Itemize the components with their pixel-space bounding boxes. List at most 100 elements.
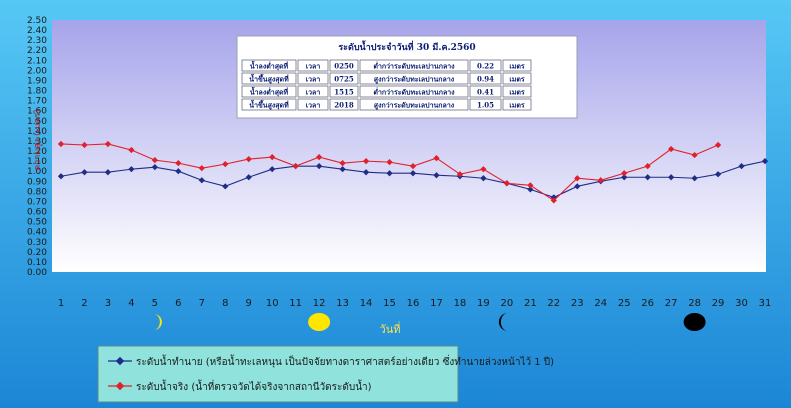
tide-table-cell: เวลา [306,75,321,84]
y-tick-label: 2.30 [27,36,47,46]
series-point-1 [151,157,158,164]
tide-table-cell-box [241,98,297,111]
x-tick-label: 5 [152,298,158,309]
tide-table-cell: เวลา [306,62,321,71]
tide-table-cell: 0725 [334,75,354,84]
x-tick-label: 4 [128,298,134,309]
tide-table-cell-box [297,59,329,72]
y-tick-label: 1.70 [27,97,47,107]
y-tick-label: 1.90 [27,76,47,86]
x-tick-label: 27 [665,298,678,309]
legend: ระดับน้ำทำนาย (หรือน้ำทะเลหนุน เป็นปัจจั… [97,345,554,403]
tide-table-cell-box [502,98,532,111]
series-point-1 [57,140,65,148]
x-tick-label: 26 [641,298,654,309]
x-tick-label: 9 [246,298,252,309]
series-point-0 [104,169,112,176]
tide-table-rows: น้ำลงต่ำสุดที่ เวลา 0250 ต่ำกว่าระดับทะเลปา… [241,59,532,111]
series-point-1 [198,165,205,172]
tide-table-cell-box [297,98,329,111]
x-tick-label: 24 [594,298,607,309]
x-tick-label: 21 [524,298,537,309]
series-point-1 [480,166,487,173]
tide-table-cell: สูงกว่าระดับทะเลปานกลาง [374,75,455,85]
tide-table-cell: ต่ำกว่าระดับทะเลปานกลาง [373,61,455,71]
y-tick-label: 1.20 [27,147,47,157]
tide-table-cell-box [469,98,502,111]
x-tick-label: 17 [430,298,443,309]
tide-table-cell-box [502,72,532,85]
tide-table-cell-box [469,72,502,85]
tide-table-cell: 0.41 [477,88,494,97]
tide-table: ระดับน้ำประจำวันที่ 30 มี.ค.2560 น้ำลงต่… [236,35,578,119]
y-axis-label: ความสูง (เมตร) [33,109,43,171]
y-tick-label: 0.20 [27,248,47,258]
tide-table-cell: 1515 [334,88,354,97]
tide-table-cell: 0.94 [477,75,494,84]
waxing-crescent-moon-icon [153,314,162,330]
tide-table-cell: น้ำขึ้นสูงสุดที่ [249,73,289,85]
y-tick-label: 2.40 [27,26,47,36]
tide-table-cell-box [329,72,359,85]
series-point-0 [269,166,276,173]
tide-table-cell: เวลา [306,88,321,97]
series-point-1 [245,155,252,163]
x-tick-label: 28 [688,298,701,309]
tide-table-cell: น้ำขึ้นสูงสุดที่ [249,99,289,111]
x-tick-label: 20 [500,298,513,309]
x-tick-label: 6 [175,298,181,309]
series-point-1 [386,159,393,166]
y-tick-label: 2.20 [27,46,47,56]
x-tick-label: 2 [81,298,87,309]
y-tick-label: 1.10 [27,157,47,167]
tide-table-cell-box [359,72,469,85]
y-tick-label: 1.00 [27,167,47,177]
series-point-1 [222,161,229,168]
tide-table-cell: ต่ำกว่าระดับทะเลปานกลาง [373,87,455,97]
series-layer [57,140,769,204]
moon-phases [153,313,706,331]
y-tick-label: 0.10 [27,258,47,268]
y-tick-label: 1.80 [27,87,47,97]
tide-table-cell-box [329,59,359,72]
legend-marker-predicted [115,356,125,366]
tide-table-cell: 0.22 [477,62,494,71]
y-tick-label: 2.00 [27,66,47,76]
x-tick-label: 30 [735,298,748,309]
new-moon-icon [683,313,706,331]
series-point-0 [175,168,182,175]
tide-table-cell-box [469,59,502,72]
x-tick-label: 7 [199,298,205,309]
tide-table-cell: 2018 [334,101,354,110]
series-point-0 [81,169,88,176]
series-point-0 [151,164,158,171]
y-tick-label: 0.40 [27,228,47,238]
x-tick-label: 23 [571,298,584,309]
tide-table-cell-box [502,59,532,72]
tide-table-cell: เวลา [306,101,321,110]
tide-table-cell-box [241,59,297,72]
tide-table-cell-box [359,98,469,111]
x-tick-label: 11 [289,298,302,309]
x-tick-label: 8 [222,298,228,309]
waning-crescent-moon-icon [498,313,508,331]
series-point-1 [81,141,88,149]
tide-table-cell: เมตร [509,101,525,110]
x-tick-label: 25 [618,298,631,309]
tide-table-cell-box [297,85,329,98]
legend-marker-observed [115,381,125,391]
full-moon-icon [308,313,331,331]
x-tick-label: 29 [712,298,725,309]
series-point-1 [104,140,112,148]
y-tick-label: 2.10 [27,56,47,66]
legend-label-observed: ระดับน้ำจริง (น้ำที่ตรวจวัดได้จริงจากสถา… [136,379,372,393]
tide-table-cell: 1.05 [477,101,494,110]
y-tick-label: 0.60 [27,208,47,218]
y-tick-label: 1.50 [27,117,47,127]
tide-table-cell-box [329,98,359,111]
y-tick-label: 1.30 [27,137,47,147]
y-tick-label: 2.50 [27,16,47,26]
x-tick-label: 19 [477,298,490,309]
x-axis-label: วันที่ [380,321,401,336]
